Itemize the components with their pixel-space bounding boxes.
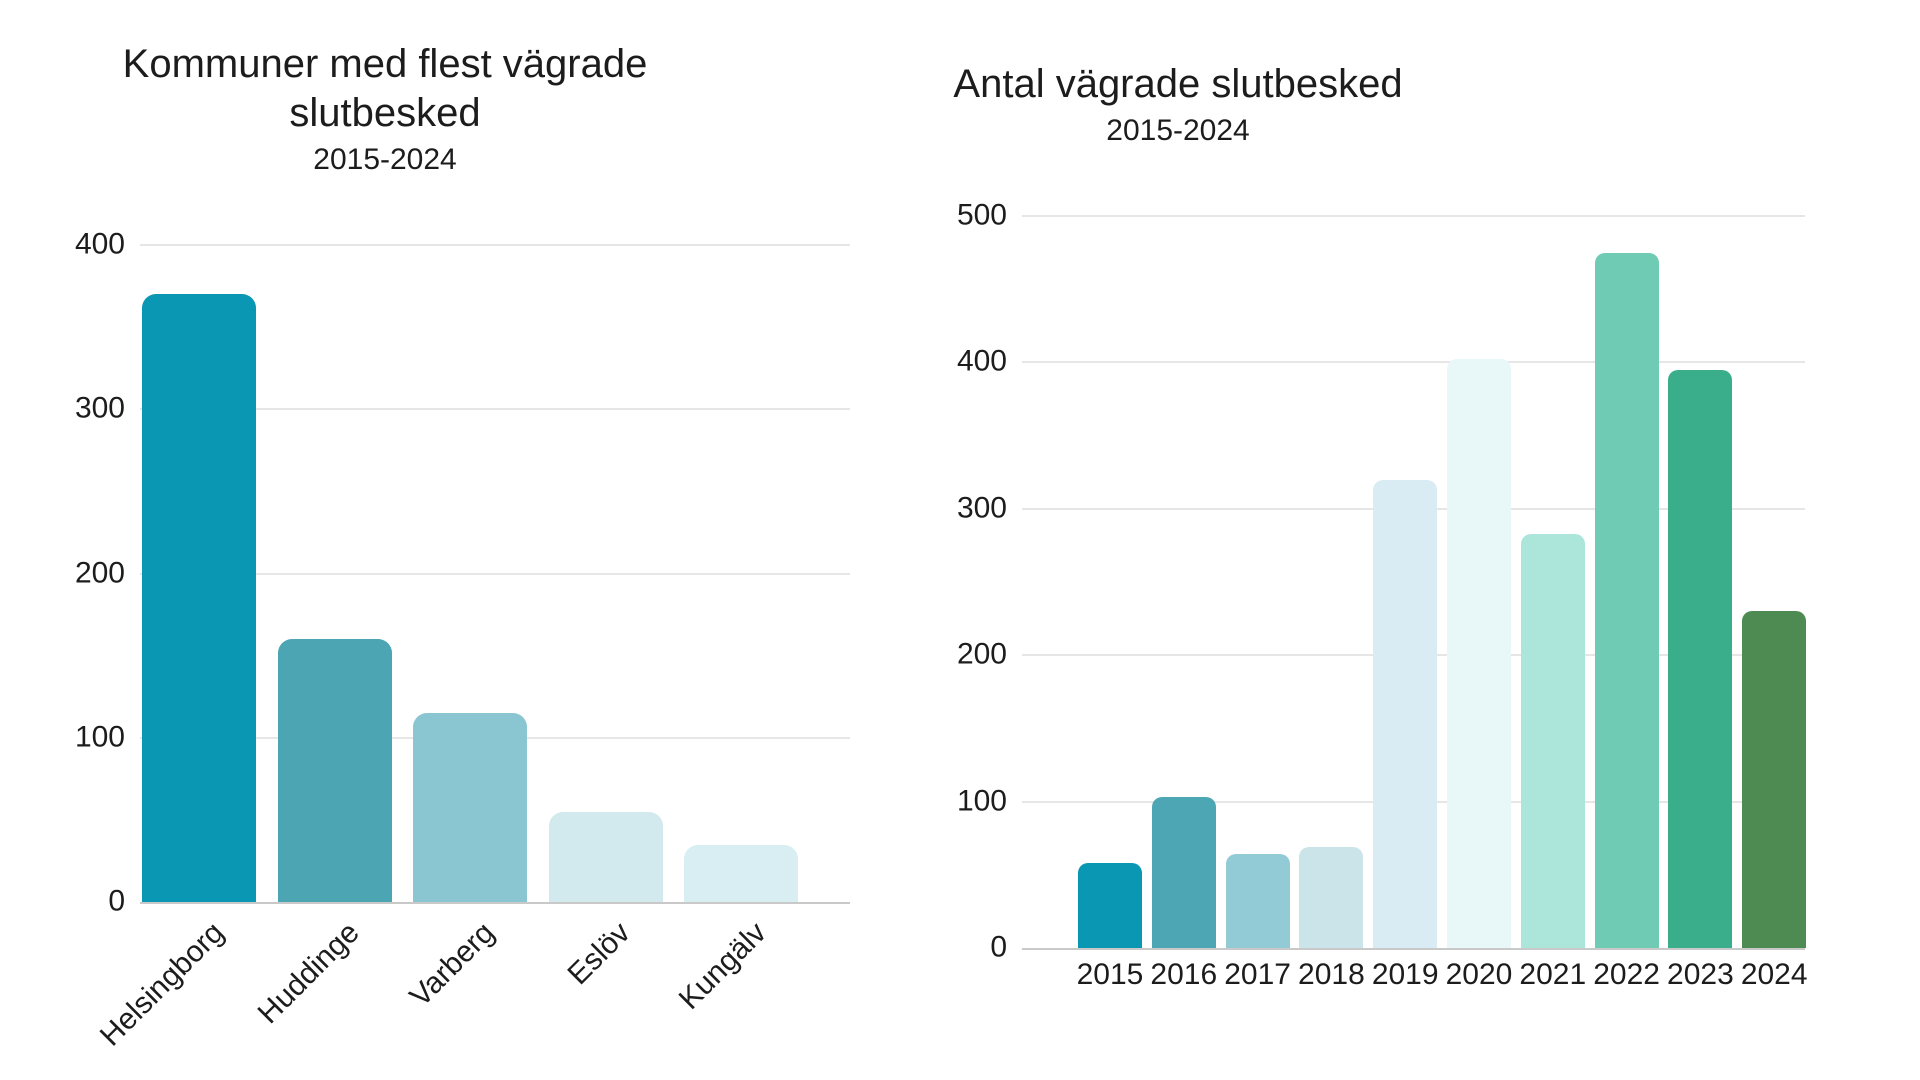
bar-2018: [1299, 846, 1364, 948]
bar-2017: [1225, 854, 1290, 948]
x-tick-label: 2020: [1445, 958, 1513, 991]
y-tick-label: 300: [74, 391, 125, 425]
x-tick-label: 2024: [1740, 958, 1808, 991]
bar-2023: [1668, 369, 1733, 948]
y-tick-label: 300: [956, 491, 1007, 525]
bar-2019: [1373, 479, 1438, 948]
bar-2024: [1742, 611, 1807, 948]
bar-2016: [1151, 797, 1216, 948]
bar-2015: [1078, 863, 1142, 948]
chart-kommuner-title-block: Kommuner med flest vägrade slutbesked 20…: [95, 40, 675, 178]
bar-Kungälv: [684, 844, 798, 902]
y-tick-label: 200: [956, 637, 1007, 671]
y-tick-label: 500: [956, 198, 1007, 232]
chart-antal-title-block: Antal vägrade slutbesked 2015-2024: [878, 60, 1478, 149]
x-tick-label: 2023: [1667, 958, 1734, 991]
bar-2022: [1594, 252, 1659, 948]
bar-Helsingborg: [142, 294, 256, 902]
bar-2021: [1520, 533, 1585, 948]
x-tick-label: 2016: [1150, 958, 1218, 991]
x-tick-label: 2018: [1298, 958, 1365, 991]
bar-2020: [1447, 359, 1511, 948]
chart-subtitle: 2015-2024: [313, 142, 457, 176]
chart-subtitle: 2015-2024: [1106, 113, 1250, 147]
x-tick-label: 2021: [1519, 958, 1587, 991]
y-tick-label: 100: [956, 783, 1007, 817]
x-axis-line: [140, 902, 850, 904]
x-tick-label: 2015: [1076, 958, 1144, 991]
gridline: [140, 408, 850, 411]
bar-Huddinge: [277, 639, 392, 902]
y-tick-label: 400: [74, 227, 125, 261]
y-tick-label: 200: [74, 555, 125, 589]
y-tick-label: 0: [990, 930, 1007, 964]
y-tick-label: 0: [108, 884, 125, 918]
gridline: [140, 572, 850, 575]
chart-title: Antal vägrade slutbesked: [953, 62, 1403, 106]
x-axis-line: [1022, 948, 1805, 950]
gridline: [1022, 361, 1805, 364]
gridline: [140, 244, 850, 246]
bar-Varberg: [413, 713, 527, 902]
gridline: [1022, 215, 1805, 217]
x-tick-label: 2019: [1371, 958, 1439, 991]
y-tick-label: 100: [74, 720, 125, 754]
x-tick-label: 2022: [1593, 958, 1660, 991]
chart-title: Kommuner med flest vägrade slutbesked: [122, 42, 648, 135]
x-tick-label: 2017: [1224, 958, 1291, 991]
y-tick-label: 400: [956, 344, 1007, 378]
bar-Eslöv: [548, 811, 663, 902]
